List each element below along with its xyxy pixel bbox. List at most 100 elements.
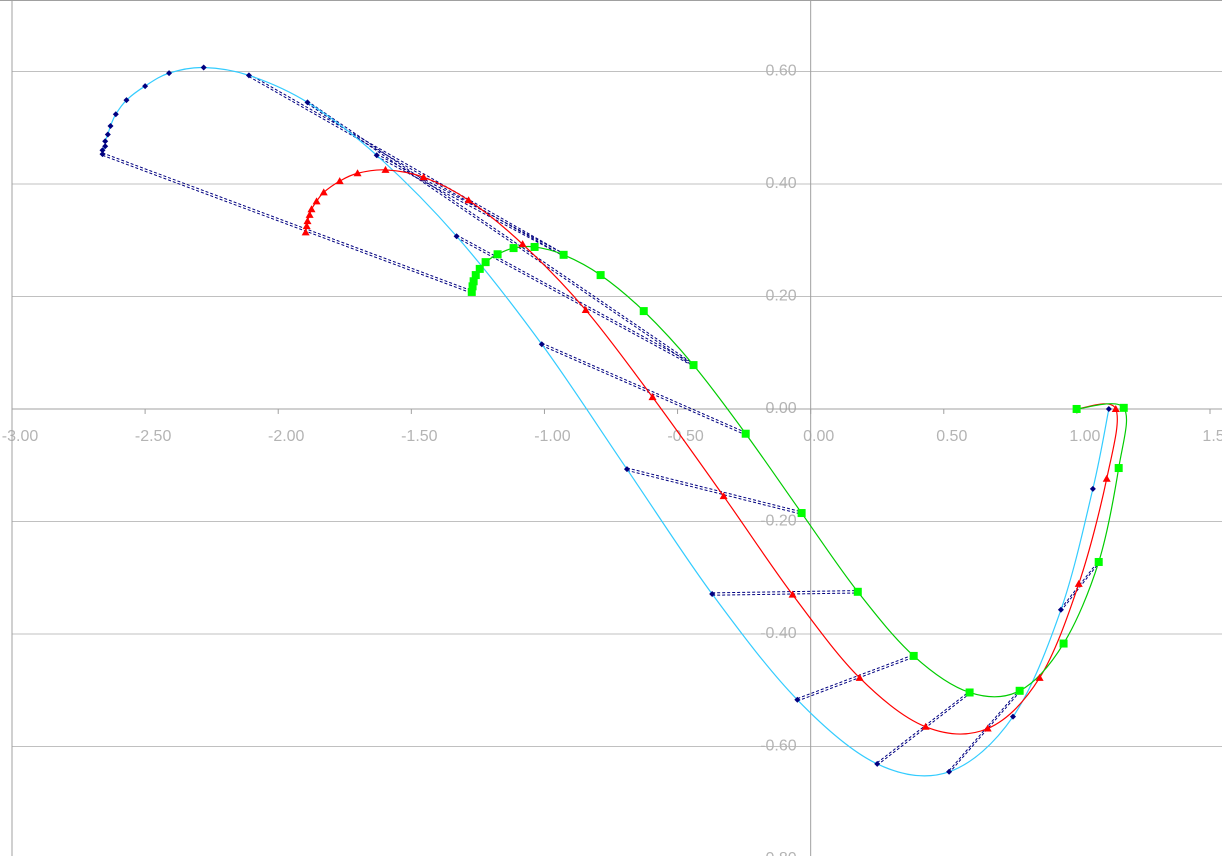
marker xyxy=(301,228,310,236)
marker xyxy=(648,393,657,401)
marker xyxy=(200,64,207,71)
x-tick-label: -2.00 xyxy=(268,428,305,445)
marker xyxy=(312,197,321,205)
marker xyxy=(788,590,797,598)
connector xyxy=(712,592,858,596)
marker xyxy=(107,123,114,130)
connector xyxy=(876,690,970,764)
x-tick-label: -0.50 xyxy=(667,428,704,445)
marker xyxy=(307,205,316,213)
marker xyxy=(493,250,502,259)
connector xyxy=(248,73,564,255)
y-tick-label: -0.40 xyxy=(760,625,797,642)
marker xyxy=(909,651,918,660)
marker xyxy=(475,264,484,273)
marker xyxy=(965,688,974,697)
marker xyxy=(794,696,801,703)
connector xyxy=(102,152,472,292)
connector xyxy=(307,103,694,367)
marker xyxy=(123,97,130,104)
marker xyxy=(166,70,173,77)
connector xyxy=(376,153,564,255)
marker xyxy=(1057,606,1064,613)
connector xyxy=(541,345,746,436)
marker xyxy=(1072,404,1081,413)
connector xyxy=(626,469,802,515)
marker xyxy=(1105,405,1112,412)
y-tick-label: 0.20 xyxy=(766,288,797,305)
marker xyxy=(335,177,344,185)
marker xyxy=(1114,464,1123,473)
marker xyxy=(1009,713,1016,720)
marker xyxy=(623,466,630,473)
y-tick-label: -0.80 xyxy=(760,850,797,856)
connector xyxy=(797,654,914,700)
x-tick-label: 0.00 xyxy=(803,428,834,445)
marker xyxy=(468,282,477,291)
marker xyxy=(104,131,111,138)
marker xyxy=(538,341,545,348)
marker xyxy=(304,99,311,106)
marker xyxy=(305,210,314,218)
marker xyxy=(481,258,490,267)
marker xyxy=(1074,579,1083,587)
x-tick-label: -2.50 xyxy=(135,428,172,445)
marker xyxy=(319,188,328,196)
marker xyxy=(469,277,478,286)
marker xyxy=(1035,673,1044,681)
marker xyxy=(471,271,480,280)
connector xyxy=(541,342,746,433)
marker xyxy=(99,151,106,158)
marker xyxy=(467,287,476,296)
x-tick-label: -3.00 xyxy=(2,428,39,445)
x-tick-label: -1.50 xyxy=(401,428,438,445)
marker xyxy=(946,768,953,775)
marker xyxy=(381,165,390,173)
marker xyxy=(453,233,460,240)
marker xyxy=(302,222,311,230)
connector xyxy=(876,693,970,766)
marker xyxy=(99,147,106,154)
marker xyxy=(709,591,716,598)
y-tick-label: 0.40 xyxy=(766,175,797,192)
series-line xyxy=(101,66,1110,777)
marker xyxy=(719,492,728,500)
x-tick-label: 1.50 xyxy=(1202,428,1222,445)
x-tick-label: -1.00 xyxy=(534,428,571,445)
marker xyxy=(559,250,568,259)
marker xyxy=(112,111,119,118)
marker xyxy=(102,143,109,150)
marker xyxy=(353,169,362,177)
marker xyxy=(983,724,992,732)
marker xyxy=(581,305,590,313)
connector xyxy=(626,467,802,513)
marker xyxy=(518,240,527,248)
marker xyxy=(373,152,380,159)
marker xyxy=(1102,474,1111,482)
x-tick-label: 0.50 xyxy=(936,428,967,445)
marker xyxy=(853,587,862,596)
connector xyxy=(307,100,694,365)
marker xyxy=(530,242,539,251)
marker xyxy=(741,429,750,438)
marker xyxy=(596,271,605,280)
marker xyxy=(419,173,428,181)
connector xyxy=(948,689,1021,771)
marker xyxy=(855,673,864,681)
connector xyxy=(1060,562,1100,612)
x-tick-label: 1.00 xyxy=(1069,428,1100,445)
marker xyxy=(303,217,312,225)
marker xyxy=(1111,404,1120,412)
marker xyxy=(921,722,930,730)
y-tick-label: 0.60 xyxy=(766,63,797,80)
marker xyxy=(1094,557,1103,566)
marker xyxy=(1015,686,1024,695)
marker xyxy=(245,72,252,79)
connector xyxy=(102,154,472,294)
y-tick-label: -0.20 xyxy=(760,513,797,530)
marker xyxy=(102,138,109,145)
connector xyxy=(797,656,914,702)
